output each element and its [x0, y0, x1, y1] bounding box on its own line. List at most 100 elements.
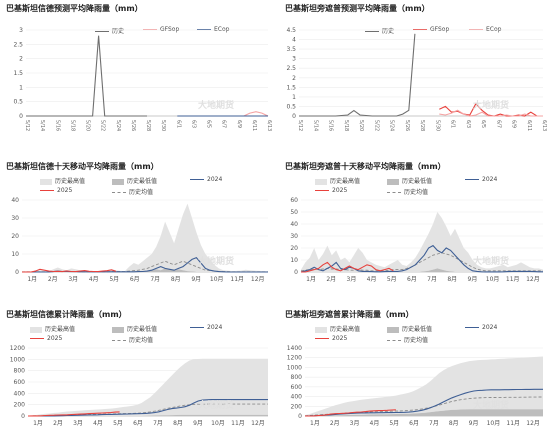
x-tick-label: 6/9: [236, 120, 242, 128]
x-tick-label: 6/7: [495, 120, 501, 128]
chart-panel-sindh-cumulative: 巴基斯坦信德累计降雨量（mm） 历史最高值 历史最低值 2024 2025 历史…: [0, 296, 275, 445]
x-tick-label: 5/16: [328, 120, 334, 131]
hist-min-area: [28, 414, 268, 416]
x-tick-label: 3月: [73, 420, 83, 427]
x-tick-label: 5/14: [312, 120, 318, 131]
x-tick-label: 7月: [427, 276, 437, 283]
y-tick-label: 2.5: [13, 41, 23, 48]
chart-plot-sindh-cumulative: 0 200 400 600 800 1000 1200 1月 2月 3月 4月 5月 6月 7月 8月 9月 1…: [10, 345, 268, 427]
x-tick-label: 5月: [113, 420, 123, 427]
y-tick-label: 2: [19, 56, 23, 63]
series-line-2024: [300, 244, 543, 273]
chart-title: 巴基斯坦信德预测平均降雨量（mm）: [6, 4, 143, 13]
x-tick-label: 3月: [350, 420, 360, 427]
y-tick-label: 0: [15, 269, 19, 276]
y-tick-label: 600: [14, 379, 26, 386]
x-tick-label: 6/7: [221, 120, 227, 128]
legend-item-2024: 2024: [190, 176, 222, 183]
chart-panel-punjab-forecast: 巴基斯坦旁遮普预测平均降雨量（mm） 历史 GFSop ECop 0 0.5 1 1.…: [275, 0, 550, 148]
x-tick-label: 5/30: [434, 120, 440, 131]
y-tick-label: 3.5: [286, 46, 296, 53]
legend-item-2024: 2024: [190, 324, 222, 331]
legend-item-ecop: ECop: [469, 26, 501, 33]
x-tick-label: 6/5: [206, 120, 212, 128]
x-tick-label: 6月: [409, 420, 419, 427]
chart-legend: 历史最高值 历史最低值 2024 2025 历史均值: [40, 176, 270, 196]
y-tick-label: 40: [290, 221, 298, 228]
x-tick-label: 5/12: [24, 120, 30, 131]
y-tick-label: 20: [11, 233, 19, 240]
legend-item-2025: 2025: [40, 187, 72, 194]
y-tick-label: 20: [290, 245, 298, 252]
legend-item-gfsop: GFSop: [143, 26, 179, 33]
series-line-ecop: [439, 109, 543, 117]
x-tick-label: 5/26: [130, 120, 136, 131]
x-tick-label: 5/24: [389, 120, 395, 131]
x-tick-label: 5/22: [373, 120, 379, 131]
y-tick-label: 1.5: [13, 70, 23, 77]
x-tick-label: 4月: [367, 276, 377, 283]
x-tick-label: 8月: [449, 420, 459, 427]
x-tick-label: 6月: [133, 420, 143, 427]
y-tick-label: 3: [19, 27, 23, 34]
x-tick-label: 5/14: [39, 120, 45, 131]
y-tick-label: 3: [292, 56, 296, 63]
chart-legend: 历史最高值 历史最低值 2024 2025 历史均值: [315, 324, 545, 344]
legend-item-hist-max: 历史最高值: [40, 176, 85, 185]
chart-title: 巴基斯坦旁遮普预测平均降雨量（mm）: [285, 4, 430, 13]
legend-item-hist-avg: 历史均值: [387, 187, 428, 196]
chart-panel-sindh-forecast: 巴基斯坦信德预测平均降雨量（mm） 历史 GFSop ECop 0 0.5 1 1.5…: [0, 0, 275, 148]
x-tick-label: 6/5: [480, 120, 486, 128]
legend-item-hist-min: 历史最低值: [387, 176, 432, 185]
x-tick-label: 2月: [48, 276, 58, 283]
legend-item-hist-avg: 历史均值: [112, 187, 153, 196]
y-tick-label: 30: [11, 215, 19, 222]
x-tick-label: 5/18: [69, 120, 75, 131]
x-tick-label: 6/11: [526, 120, 532, 131]
chart-title: 巴基斯坦信德累计降雨量（mm）: [6, 310, 127, 319]
watermark: 大地期货: [473, 399, 509, 411]
chart-plot-punjab-forecast: 0 0.5 1 1.5 2 2.5 3 3.5 4 4.5 5/12 5/14 5/16 5/18 5/20…: [286, 27, 547, 131]
chart-legend: 历史最高值 历史最低值 2024 2025 历史均值: [30, 324, 270, 344]
legend-item-hist-avg: 历史均值: [387, 335, 428, 344]
chart-title: 巴基斯坦旁遮普累计降雨量（mm）: [285, 310, 414, 319]
y-tick-label: 1000: [10, 356, 25, 363]
x-tick-label: 6/3: [190, 120, 196, 128]
x-tick-label: 11月: [506, 420, 520, 427]
legend-item-hist-min: 历史最低值: [112, 176, 157, 185]
x-tick-label: 9月: [468, 276, 478, 283]
x-tick-label: 6/1: [175, 120, 181, 128]
legend-item-2025: 2025: [30, 335, 62, 342]
chart-panel-sindh-10day: 巴基斯坦信德十天移动平均降雨量（mm） 历史最高值 历史最低值 2024 202…: [0, 148, 275, 296]
x-tick-label: 6/11: [251, 120, 257, 131]
y-tick-label: 4: [292, 37, 296, 44]
x-tick-label: 1月: [27, 276, 37, 283]
y-tick-label: 10: [11, 251, 19, 258]
legend-item-hist-max: 历史最高值: [315, 324, 360, 333]
x-tick-label: 10月: [486, 276, 500, 283]
legend-item-hist-min: 历史最低值: [112, 324, 157, 333]
y-tick-label: 4.5: [286, 27, 296, 34]
x-tick-label: 5/24: [115, 120, 121, 131]
x-tick-label: 5/30: [160, 120, 166, 131]
y-tick-label: 0: [298, 413, 302, 420]
x-tick-label: 12月: [251, 276, 265, 283]
x-tick-label: 5/18: [343, 120, 349, 131]
y-tick-label: 2: [292, 75, 296, 82]
hist-avg-line: [300, 252, 543, 272]
x-tick-label: 6月: [407, 276, 417, 283]
x-tick-label: 5/20: [358, 120, 364, 131]
x-tick-label: 11月: [231, 420, 245, 427]
x-tick-label: 6月: [130, 276, 140, 283]
legend-item-history: 历史: [95, 26, 124, 35]
y-tick-label: 0.5: [13, 99, 23, 106]
x-tick-label: 12月: [251, 420, 265, 427]
hist-max-area: [301, 212, 543, 272]
series-line-2025: [301, 261, 394, 273]
chart-plot-sindh-10day: 0 10 20 30 40 1月 2月 3月 4月 5月 6月 7月 8月 9月 10月 11月 12月 大地期货: [11, 197, 268, 283]
x-tick-label: 5/28: [145, 120, 151, 131]
y-tick-label: 0: [294, 269, 298, 276]
legend-item-hist-avg: 历史均值: [112, 335, 153, 344]
x-tick-label: 7月: [153, 420, 163, 427]
y-tick-label: 1.5: [286, 84, 296, 91]
